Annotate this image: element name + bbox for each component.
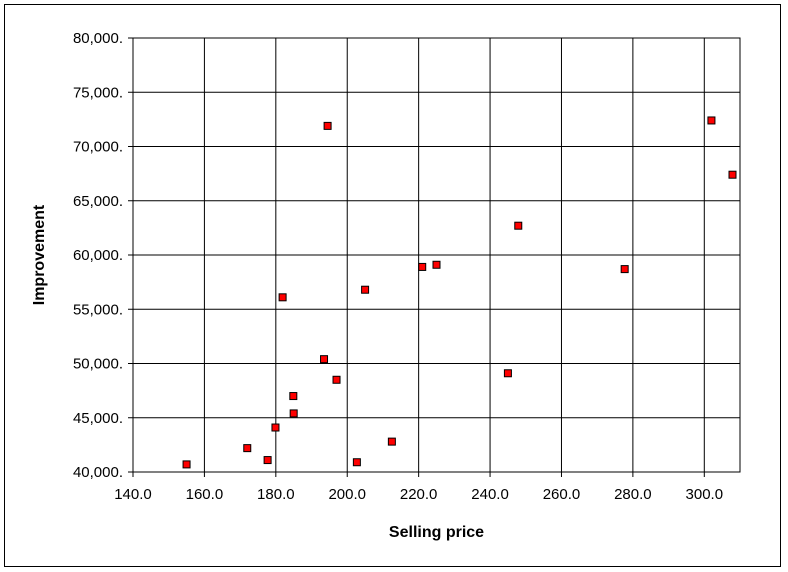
x-tick-label: 200.0 (328, 486, 366, 503)
y-tick-label: 40,000. (73, 464, 123, 481)
data-point (263, 456, 272, 465)
x-tick-label: 300.0 (686, 486, 724, 503)
grid-lines (128, 37, 740, 477)
data-point (707, 116, 716, 125)
data-point (387, 437, 396, 446)
data-point (514, 221, 523, 230)
data-point (243, 444, 252, 453)
x-tick-label: 140.0 (114, 486, 152, 503)
data-point (418, 262, 427, 271)
data-point (289, 409, 298, 418)
data-point (278, 293, 287, 302)
x-tick-label: 280.0 (614, 486, 652, 503)
x-tick-label: 220.0 (400, 486, 438, 503)
y-tick-label: 60,000. (73, 247, 123, 264)
data-point (361, 285, 370, 294)
y-tick-label: 80,000. (73, 30, 123, 47)
data-point (503, 369, 512, 378)
x-tick-labels: 140.0 160.0 180.0 200.0 220.0 240.0 260.0 280.0… (114, 486, 723, 503)
data-point (323, 121, 332, 130)
data-points (182, 116, 737, 469)
data-point (620, 265, 629, 274)
data-point (289, 392, 298, 401)
y-tick-label: 45,000. (73, 410, 123, 427)
y-tick-label: 50,000. (73, 356, 123, 373)
x-tick-label: 180.0 (257, 486, 295, 503)
plot-area (132, 37, 741, 473)
x-tick-label: 160.0 (186, 486, 224, 503)
y-tick-label: 65,000. (73, 193, 123, 210)
y-tick-label: 70,000. (73, 139, 123, 156)
x-tick-label: 260.0 (543, 486, 581, 503)
x-tick-label: 240.0 (471, 486, 509, 503)
data-point (271, 423, 280, 432)
y-tick-label: 55,000. (73, 301, 123, 318)
data-point (728, 170, 737, 179)
y-axis-label: Improvement (31, 204, 48, 305)
data-point (352, 458, 361, 467)
data-point (320, 355, 329, 364)
y-tick-label: 75,000. (73, 84, 123, 101)
y-tick-labels: 40,000. 45,000. 50,000. 55,000. 60,000. 65,00… (73, 30, 123, 481)
data-point (332, 375, 341, 384)
data-point (432, 260, 441, 269)
data-point (182, 460, 191, 469)
x-axis-label: Selling price (389, 524, 484, 541)
